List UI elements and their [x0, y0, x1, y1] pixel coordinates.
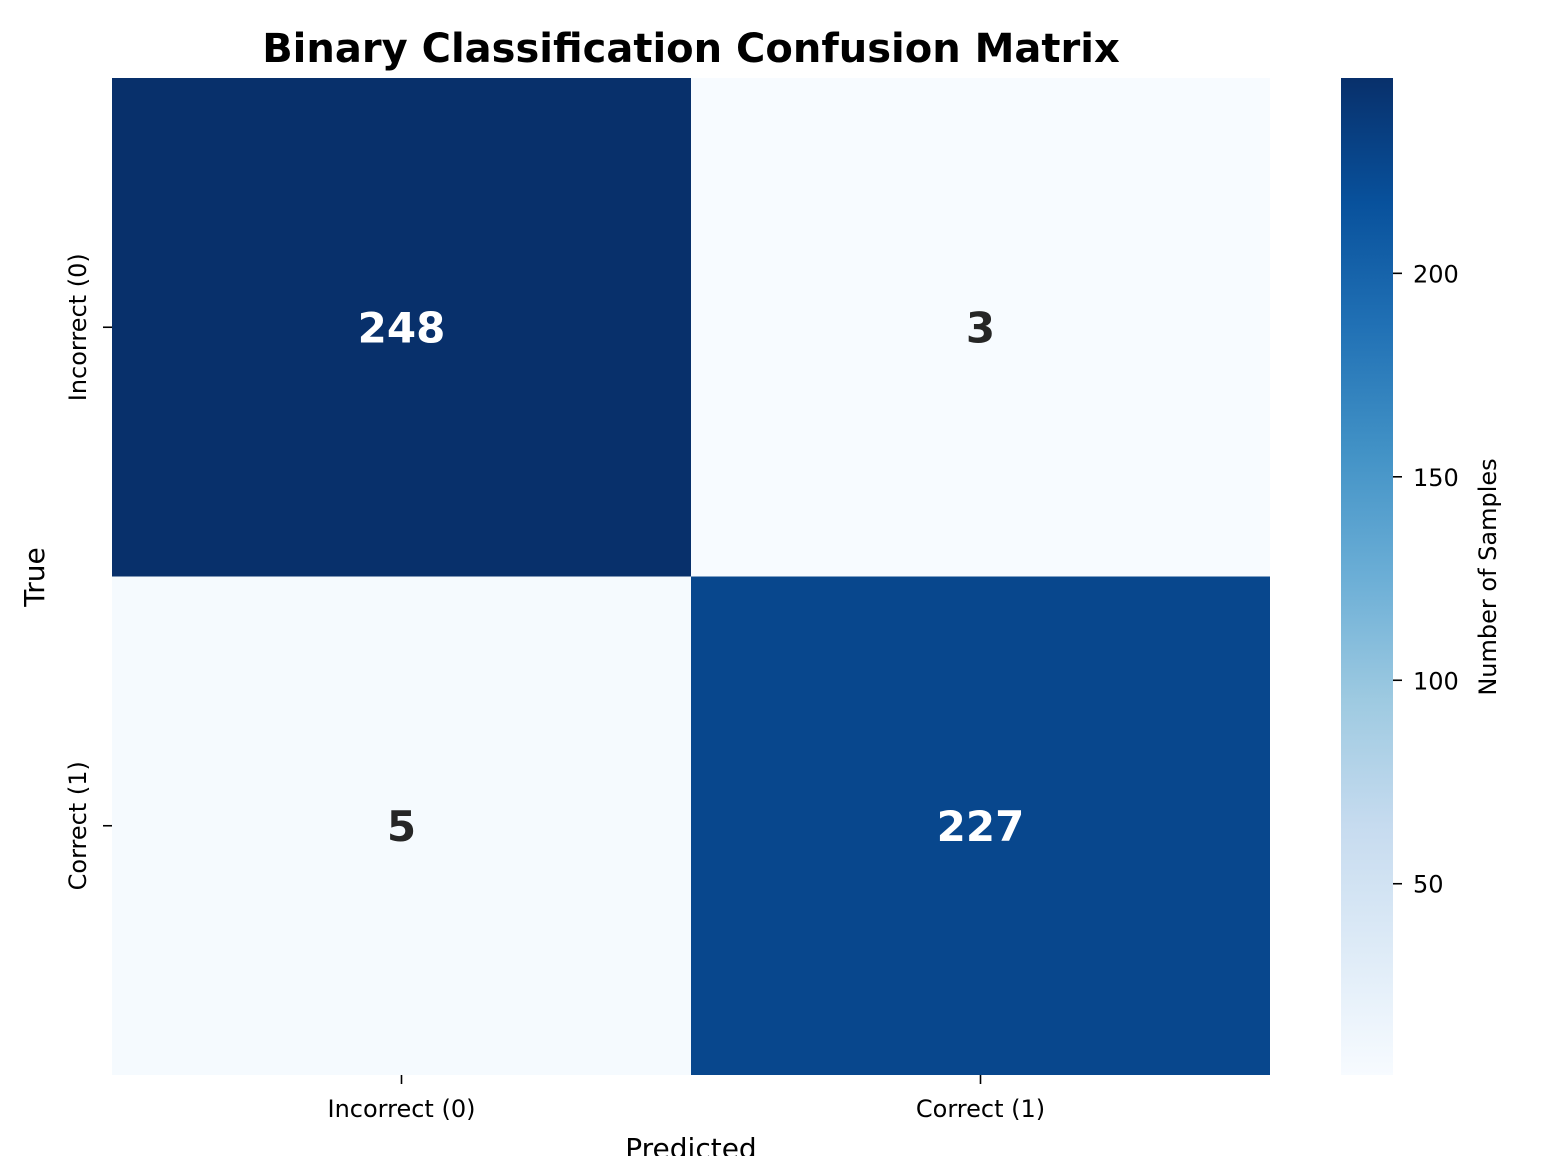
- colorbar-tick-label: 150: [1413, 464, 1459, 492]
- heatmap-cell-r1-c0: [112, 576, 691, 1075]
- cell-value-label-r0-c0: 248: [358, 303, 446, 352]
- x-axis-ticks: Incorrect (0) Correct (1): [328, 1075, 1045, 1123]
- colorbar-ticks: 50 100 150 200: [1393, 260, 1459, 899]
- colorbar: [1341, 78, 1393, 1075]
- colorbar-tick-label: 100: [1413, 667, 1459, 695]
- colorbar-tick-label: 200: [1413, 260, 1459, 288]
- cell-value-label-r0-c1: 3: [966, 303, 995, 352]
- x-tick-label: Incorrect (0): [328, 1095, 476, 1123]
- cell-value-label-r1-c0: 5: [387, 802, 416, 851]
- heatmap-cell-labels: 248 3 5 227: [358, 303, 1025, 851]
- heatmap-cell-r1-c1: [691, 576, 1270, 1075]
- cell-value-label-r1-c1: 227: [937, 802, 1025, 851]
- chart-title: Binary Classification Confusion Matrix: [262, 26, 1120, 72]
- colorbar-tick-label: 50: [1413, 871, 1444, 899]
- x-axis-label: Predicted: [625, 1132, 756, 1156]
- heatmap-cell-r0-c0: [112, 78, 691, 577]
- y-axis-ticks: Incorrect (0) Correct (1): [64, 253, 112, 890]
- heatmap-cell-r0-c1: [691, 78, 1270, 577]
- y-tick-label: Incorrect (0): [64, 253, 92, 401]
- y-axis-label: True: [18, 547, 51, 607]
- heatmap-cells: [112, 78, 1270, 1075]
- y-tick-label: Correct (1): [64, 761, 92, 890]
- colorbar-label: Number of Samples: [1474, 458, 1502, 695]
- x-tick-label: Correct (1): [916, 1095, 1045, 1123]
